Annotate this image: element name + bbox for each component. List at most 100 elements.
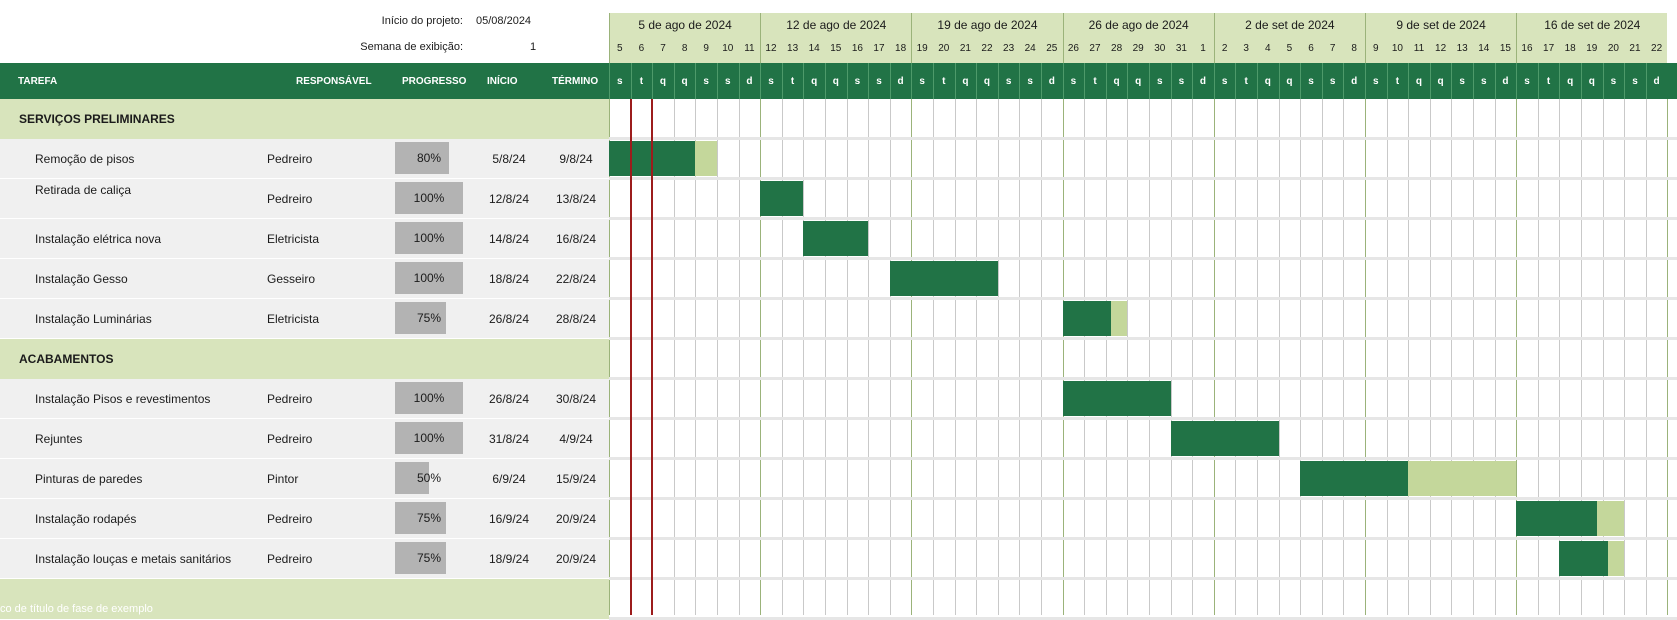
task-name: Instalação louças e metais sanitários <box>35 552 232 566</box>
gantt-day-gridline <box>1624 99 1626 615</box>
day-of-week: q <box>1113 76 1120 87</box>
task-end: 4/9/24 <box>559 432 593 446</box>
task-end: 20/9/24 <box>555 512 597 526</box>
day-number: 15 <box>1499 43 1511 54</box>
day-number: 25 <box>1046 43 1058 54</box>
day-separator <box>1429 63 1431 99</box>
task-end: 28/8/24 <box>555 312 597 326</box>
task-end: 16/8/24 <box>555 232 597 246</box>
day-separator <box>803 63 805 99</box>
table-header: TAREFA RESPONSÁVEL PROGRESSO INÍCIO TÉRM… <box>0 63 1677 99</box>
project-start-value[interactable]: 05/08/2024 <box>476 15 532 27</box>
day-of-week: q <box>659 76 667 87</box>
task-row[interactable]: Instalação Luminárias Eletricista 26/8/24 2… <box>0 299 609 339</box>
day-of-week: t <box>1093 76 1097 87</box>
gantt-day-gridline <box>1645 99 1647 615</box>
day-of-week: s <box>1178 76 1185 87</box>
progress-value: 80% <box>416 151 442 165</box>
task-owner: Pedreiro <box>267 552 313 566</box>
progress-fill <box>395 422 463 454</box>
day-of-week: t <box>1244 76 1248 87</box>
task-owner: Pedreiro <box>267 192 313 206</box>
gantt-day-gridline <box>1105 99 1107 615</box>
day-of-week: q <box>1415 76 1423 87</box>
gantt-day-gridline <box>1559 99 1561 615</box>
day-of-week: d <box>1351 76 1358 87</box>
day-separator <box>717 63 718 99</box>
day-separator <box>1062 63 1064 99</box>
task-row[interactable]: Instalação Pisos e revestimentos Pedreiro… <box>0 379 609 419</box>
gantt-bar-done[interactable] <box>1516 501 1598 536</box>
gantt-day-gridline <box>911 99 913 615</box>
gantt-day-gridline <box>1343 99 1345 615</box>
day-of-week: q <box>832 76 839 87</box>
phase-row[interactable]: co de título de fase de exemplo <box>0 579 609 619</box>
gantt-day-gridline <box>717 99 718 615</box>
day-number: 28 <box>1111 43 1123 54</box>
day-number: 13 <box>787 43 799 54</box>
gantt-day-gridline <box>1127 99 1129 615</box>
gantt-day-gridline <box>825 99 826 615</box>
progress-value: 100% <box>413 431 445 445</box>
gantt-bar-done[interactable] <box>803 221 869 256</box>
progress-bar: 75% <box>395 502 463 534</box>
phase-row[interactable]: ACABAMENTOS <box>0 339 609 379</box>
gantt-bar-done[interactable] <box>1062 381 1171 416</box>
progress-bar: 75% <box>395 542 463 574</box>
task-owner: Eletricista <box>267 312 320 326</box>
task-row[interactable]: Instalação elétrica nova Eletricista 14/8/… <box>0 219 609 259</box>
day-of-week: q <box>1135 76 1142 87</box>
day-separator <box>1473 63 1474 99</box>
day-number: 12 <box>1435 43 1447 54</box>
gantt-day-gridline <box>781 99 783 615</box>
task-row[interactable]: Pinturas de paredes Pintor 6/9/24 15/9/24 50… <box>0 459 609 499</box>
display-week-label: Semana de exibição: <box>360 41 463 53</box>
day-number: 31 <box>1175 43 1187 54</box>
gantt-day-gridline <box>1278 99 1280 615</box>
day-of-week: t <box>1395 76 1400 87</box>
task-row[interactable]: Remoção de pisos Pedreiro 5/8/24 9/8/24 80% <box>0 139 609 179</box>
gantt-row-separator <box>609 297 1677 300</box>
day-number: 11 <box>1413 43 1425 54</box>
task-row[interactable]: Instalação Gesso Gesseiro 18/8/24 22/8/24 10… <box>0 259 609 299</box>
task-row[interactable]: Instalação rodapés Pedreiro 16/9/24 20/9/24… <box>0 499 609 539</box>
day-of-week: s <box>768 76 774 87</box>
day-number: 14 <box>808 43 820 54</box>
day-number: 8 <box>1351 43 1357 54</box>
day-number: 17 <box>1543 43 1555 54</box>
day-number: 23 <box>1003 43 1015 54</box>
day-separator <box>1170 63 1172 99</box>
day-number: 29 <box>1132 43 1144 54</box>
progress-fill <box>395 502 446 534</box>
day-separator <box>1041 63 1042 99</box>
task-start: 31/8/24 <box>488 432 530 446</box>
week-label: 12 de ago de 2024 <box>786 18 887 32</box>
progress-bar: 80% <box>395 142 463 174</box>
day-separator <box>695 63 697 99</box>
task-row[interactable]: Instalação louças e metais sanitários Ped… <box>0 539 609 579</box>
task-row[interactable]: Retirada de caliça Pedreiro 12/8/24 13/8/24… <box>0 179 609 219</box>
display-week-value[interactable]: 1 <box>530 41 537 53</box>
day-of-week: s <box>1157 76 1163 87</box>
gantt-bar-done[interactable] <box>760 181 804 216</box>
phase-row[interactable]: SERVIÇOS PRELIMINARES <box>0 99 609 139</box>
gantt-day-gridline <box>1062 99 1064 615</box>
day-number: 2 <box>1221 43 1228 54</box>
column-start: INÍCIO <box>487 76 518 87</box>
task-start: 26/8/24 <box>488 392 530 406</box>
day-of-week: s <box>1373 76 1379 87</box>
column-progress: PROGRESSO <box>402 76 467 87</box>
day-separator <box>1516 63 1518 99</box>
day-separator <box>1494 63 1496 99</box>
task-row[interactable]: Rejuntes Pedreiro 31/8/24 4/9/24 100% <box>0 419 609 459</box>
task-end: 22/8/24 <box>555 272 597 286</box>
gantt-bar-done[interactable] <box>1559 541 1608 576</box>
day-number: 20 <box>1607 43 1619 54</box>
gantt-bar-done[interactable] <box>889 261 998 296</box>
day-of-week: s <box>725 76 731 87</box>
gantt-bar-done[interactable] <box>1062 301 1112 336</box>
day-of-week: s <box>1308 76 1314 87</box>
day-separator <box>1105 63 1107 99</box>
gantt-bar-done[interactable] <box>1170 421 1279 456</box>
gantt-bar-done[interactable] <box>1300 461 1409 496</box>
